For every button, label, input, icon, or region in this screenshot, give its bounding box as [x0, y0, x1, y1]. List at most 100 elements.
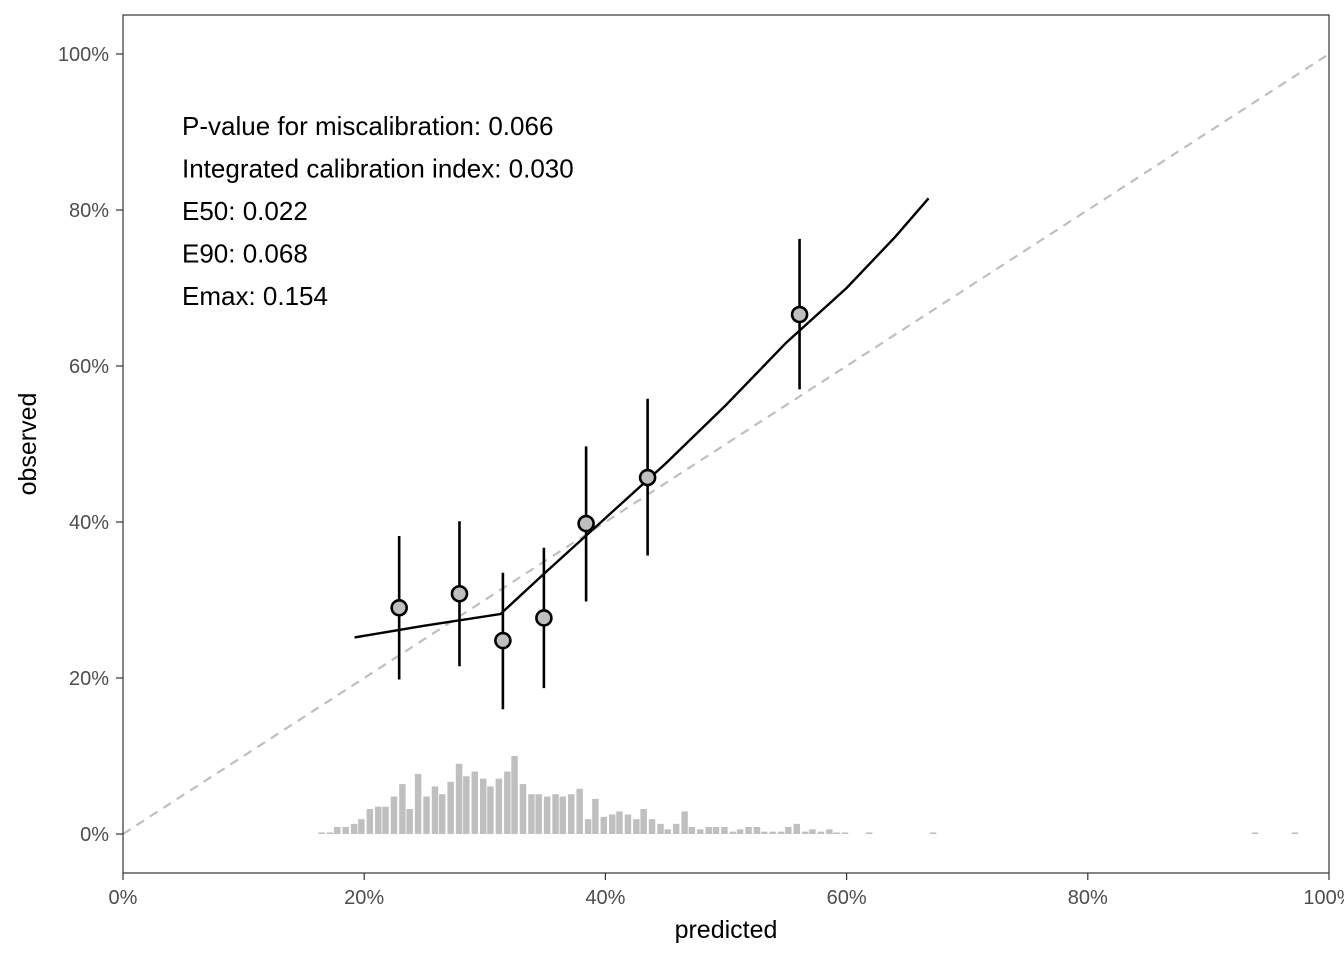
x-axis-title: predicted: [675, 916, 778, 944]
histogram-bar-53: [745, 826, 752, 834]
histogram-bar-14: [431, 786, 439, 834]
histogram-bar-6: [366, 809, 374, 834]
histogram-bar-28: [543, 796, 551, 834]
histogram-bar-27: [535, 794, 542, 834]
x-axis: 0% 20% 40% 60% 80% 100%: [109, 873, 1344, 909]
histogram-bar-61: [809, 829, 816, 834]
histogram-bar-47: [697, 829, 704, 834]
histogram-bar-63: [826, 829, 833, 834]
histogram-bar-43: [664, 829, 671, 834]
histogram-bar-49: [712, 826, 720, 834]
data-point-6: [790, 305, 809, 324]
histogram-bar-51: [729, 831, 737, 834]
errorbar-layer: [397, 238, 801, 710]
data-point-3: [535, 609, 553, 627]
histogram-bar-56: [769, 831, 776, 834]
histogram-bar-12: [414, 773, 422, 834]
annotation-block: P-value for miscalibration: 0.066 Integra…: [182, 111, 574, 311]
point-layer: [390, 305, 809, 650]
histogram-bar-48: [705, 826, 712, 834]
annotation-line-0: P-value for miscalibration: 0.066: [182, 111, 553, 141]
x-tick-label-3: 60%: [827, 887, 867, 909]
x-tick-label-0: 0%: [109, 887, 138, 909]
histogram-bar-31: [568, 794, 575, 834]
histogram-bar-36: [609, 814, 616, 834]
histogram-bar-23: [504, 771, 511, 834]
histogram-layer: [318, 756, 1299, 834]
histogram-bar-64: [833, 832, 840, 834]
histogram-bar-65: [841, 832, 849, 834]
y-tick-label-2: 40%: [69, 512, 109, 534]
y-tick-label-0: 0%: [80, 824, 109, 846]
histogram-bar-66: [865, 832, 873, 834]
histogram-bar-41: [648, 819, 656, 834]
data-point-4: [577, 514, 595, 533]
histogram-bar-1: [326, 832, 334, 834]
histogram-bar-68: [1251, 832, 1259, 834]
y-axis: 0% 20% 40% 60% 80% 100%: [58, 44, 123, 846]
y-tick-label-1: 20%: [69, 668, 109, 690]
x-tick-label-5: 100%: [1303, 887, 1344, 909]
histogram-bar-38: [624, 814, 632, 834]
histogram-bar-4: [350, 823, 358, 834]
annotation-line-4: Emax: 0.154: [182, 281, 328, 311]
histogram-bar-26: [528, 794, 535, 834]
histogram-bar-22: [495, 778, 503, 834]
x-tick-label-4: 80%: [1068, 887, 1108, 909]
histogram-bar-59: [793, 823, 801, 834]
histogram-bar-16: [447, 781, 454, 834]
histogram-bar-45: [681, 811, 688, 834]
histogram-bar-24: [511, 756, 518, 834]
histogram-bar-52: [736, 829, 744, 834]
histogram-bar-37: [616, 811, 623, 834]
histogram-bar-25: [519, 784, 527, 834]
histogram-bar-67: [929, 832, 937, 834]
histogram-bar-5: [358, 819, 365, 834]
annotation-line-2: E50: 0.022: [182, 196, 308, 226]
histogram-bar-8: [382, 806, 389, 834]
annotation-line-3: E90: 0.068: [182, 239, 308, 269]
histogram-bar-57: [777, 831, 785, 834]
data-point-2: [494, 631, 512, 650]
histogram-bar-15: [438, 794, 446, 834]
histogram-bar-46: [688, 826, 696, 834]
histogram-bar-9: [390, 796, 398, 834]
histogram-bar-44: [672, 823, 680, 834]
histogram-bar-7: [375, 806, 382, 834]
histogram-bar-20: [479, 778, 487, 834]
y-axis-title: observed: [14, 393, 42, 496]
histogram-bar-10: [399, 784, 406, 834]
histogram-bar-42: [657, 823, 664, 834]
histogram-bar-17: [455, 763, 463, 834]
y-tick-label-4: 80%: [69, 200, 109, 222]
histogram-bar-60: [801, 831, 809, 834]
histogram-bar-34: [592, 798, 599, 834]
x-tick-label-2: 40%: [585, 887, 625, 909]
histogram-bar-19: [471, 771, 478, 834]
histogram-bar-58: [785, 826, 792, 834]
histogram-bar-40: [640, 809, 647, 834]
histogram-bar-18: [463, 776, 470, 834]
histogram-bar-21: [487, 786, 494, 834]
histogram-bar-29: [552, 794, 559, 834]
annotation-line-1: Integrated calibration index: 0.030: [182, 154, 574, 184]
histogram-bar-11: [406, 809, 413, 834]
histogram-bar-33: [584, 819, 592, 834]
histogram-bar-69: [1291, 832, 1299, 834]
histogram-bar-50: [721, 826, 728, 834]
y-tick-label-5: 100%: [58, 44, 109, 66]
histogram-bar-2: [334, 826, 341, 834]
histogram-bar-0: [318, 832, 325, 834]
histogram-bar-35: [600, 816, 608, 834]
x-tick-label-1: 20%: [344, 887, 384, 909]
data-point-0: [390, 598, 408, 617]
histogram-bar-32: [576, 788, 583, 834]
data-point-1: [450, 584, 469, 603]
histogram-bar-13: [423, 796, 430, 834]
histogram-bar-62: [817, 831, 825, 834]
histogram-bar-30: [559, 796, 567, 834]
histogram-bar-54: [753, 826, 761, 834]
histogram-bar-39: [633, 819, 640, 834]
calibration-curve-line: [354, 197, 930, 639]
